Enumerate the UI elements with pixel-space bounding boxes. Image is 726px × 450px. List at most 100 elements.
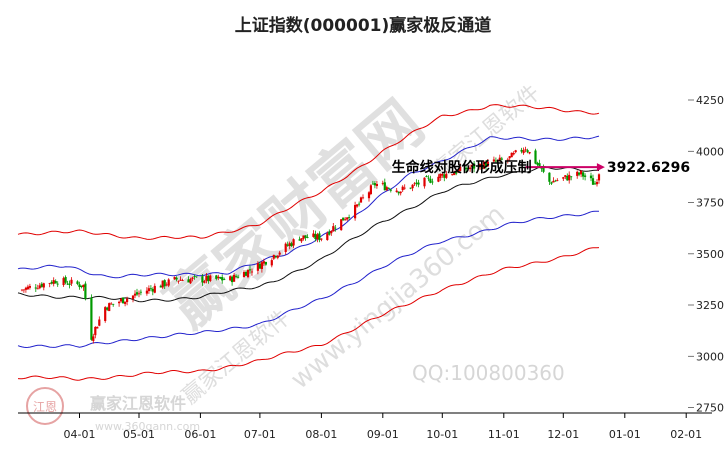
candle <box>459 163 462 172</box>
candle <box>443 173 446 182</box>
candle <box>217 274 220 281</box>
candle-body <box>223 279 226 280</box>
candle-body <box>514 150 517 153</box>
candle-body <box>42 283 45 288</box>
candle-body <box>383 182 386 191</box>
candle-body <box>112 303 115 305</box>
candle-body <box>498 157 501 161</box>
candle-body <box>274 256 277 258</box>
candle <box>68 280 71 289</box>
candle-body <box>98 319 101 326</box>
candle-body <box>54 281 57 284</box>
candle <box>219 276 222 279</box>
candle-body <box>300 238 303 242</box>
candle-body <box>471 164 474 167</box>
candle-body <box>50 282 53 284</box>
candle <box>104 306 107 323</box>
x-tick-label: 12-01 <box>547 428 579 441</box>
candle <box>524 146 527 153</box>
candle <box>578 171 581 177</box>
candle <box>302 235 305 241</box>
candle-body <box>270 260 273 266</box>
channel-band-1 <box>17 104 600 240</box>
candle-body <box>417 182 420 185</box>
candle <box>401 185 404 192</box>
candle <box>568 171 571 184</box>
candle-body <box>387 188 390 189</box>
candle-body <box>536 162 539 165</box>
candle-body <box>443 174 446 178</box>
candle <box>110 302 113 305</box>
candle <box>371 180 374 185</box>
candle-body <box>413 183 416 185</box>
candle <box>272 254 275 260</box>
candle-body <box>22 289 25 291</box>
candle-body <box>316 234 319 240</box>
candle-body <box>302 235 305 239</box>
candle <box>112 303 115 307</box>
candle-body <box>276 255 279 258</box>
candle-body <box>522 150 525 154</box>
candle-body <box>193 276 196 277</box>
candle-body <box>201 276 204 283</box>
candle <box>40 282 43 288</box>
candle-body <box>256 263 259 271</box>
candle-body <box>248 269 252 271</box>
candle <box>20 289 24 292</box>
candle <box>359 196 363 203</box>
candle <box>589 172 593 182</box>
candle <box>367 191 371 202</box>
candle-body <box>221 277 224 281</box>
candle-body <box>564 175 567 177</box>
candle <box>506 157 509 164</box>
candle-body <box>524 149 527 151</box>
candle-body <box>478 164 482 168</box>
candle <box>304 235 307 241</box>
candle-body <box>92 336 95 341</box>
candle <box>562 176 565 181</box>
candle <box>486 159 489 167</box>
candle-body <box>94 327 97 336</box>
candle <box>56 281 59 287</box>
candle <box>151 287 154 296</box>
brand-logo: 江恩 <box>26 387 64 425</box>
candle-body <box>135 292 139 295</box>
candle <box>409 187 412 190</box>
candle <box>373 181 376 189</box>
candle <box>229 275 232 282</box>
candle-body <box>510 152 513 158</box>
candle <box>131 295 135 303</box>
candle-body <box>137 293 141 295</box>
candle <box>62 276 65 287</box>
candle <box>233 272 236 282</box>
candle-body <box>582 172 585 177</box>
chart-title: 上证指数(000001)赢家极反通道 <box>235 15 492 36</box>
candle-body <box>356 204 359 207</box>
candle <box>135 288 139 297</box>
candle <box>340 219 343 231</box>
candle <box>417 179 420 188</box>
candle-body <box>26 286 29 290</box>
candle-body <box>401 186 404 191</box>
candle-body <box>552 180 555 183</box>
candle <box>126 296 129 306</box>
candle-body <box>108 303 111 312</box>
candle-body <box>161 280 164 288</box>
candle-body <box>597 174 601 181</box>
candle-body <box>151 289 154 292</box>
candle <box>78 281 81 290</box>
candle-body <box>84 283 87 299</box>
candle-body <box>371 183 374 185</box>
candle <box>453 170 456 176</box>
candle-body <box>64 277 67 283</box>
candle <box>278 250 281 257</box>
channel-bands <box>17 104 600 381</box>
candle-body <box>465 167 468 170</box>
candle <box>584 173 587 181</box>
candle <box>124 301 127 307</box>
candle-body <box>244 272 248 276</box>
candle-body <box>542 167 545 172</box>
logo-circle <box>26 387 64 425</box>
candle <box>492 156 495 164</box>
candle-body <box>68 283 71 285</box>
